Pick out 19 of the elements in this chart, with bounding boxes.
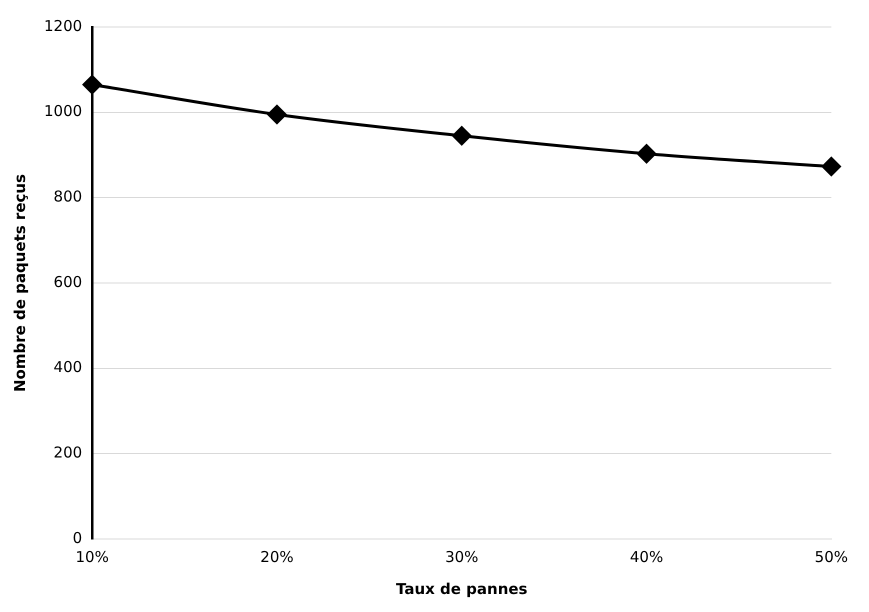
- x-tick-label: 50%: [814, 548, 848, 566]
- x-tick-label: 40%: [630, 548, 664, 566]
- y-tick-label: 0: [72, 528, 82, 547]
- x-axis-title: Taux de pannes: [396, 580, 528, 598]
- point: [267, 104, 286, 124]
- y-tick-label: 400: [54, 358, 82, 376]
- point: [822, 157, 841, 176]
- y-axis-title: Nombre de paquets reçus: [10, 174, 29, 392]
- point: [82, 75, 102, 94]
- x-tick-label: 20%: [260, 548, 294, 566]
- x-tick-label: 30%: [445, 548, 478, 566]
- point: [452, 126, 472, 146]
- y-tick-label: 200: [54, 444, 82, 462]
- y-tick-label: 1000: [44, 102, 82, 120]
- y-tick-label: 800: [54, 188, 82, 206]
- point: [637, 144, 656, 164]
- y-tick-label: 1200: [44, 16, 82, 35]
- x-tick-label: 10%: [76, 548, 109, 566]
- y-tick-label: 600: [54, 272, 82, 291]
